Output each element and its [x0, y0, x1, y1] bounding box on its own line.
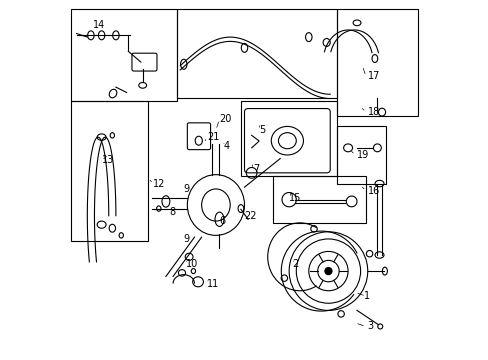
Text: 6: 6 [219, 216, 225, 226]
Text: 10: 10 [185, 259, 198, 269]
Text: 1: 1 [364, 291, 369, 301]
Bar [176, 9, 337, 98]
Bar [337, 126, 385, 184]
Text: 2: 2 [292, 259, 298, 269]
Text: 9: 9 [183, 234, 189, 244]
Text: 13: 13 [102, 156, 114, 165]
Circle shape [324, 267, 331, 275]
Text: 21: 21 [206, 132, 219, 142]
Text: 22: 22 [244, 211, 257, 221]
Bar [272, 176, 365, 223]
Text: 19: 19 [356, 150, 368, 160]
Bar [71, 9, 176, 102]
Text: 18: 18 [367, 107, 379, 117]
Text: 12: 12 [153, 179, 165, 189]
Text: 14: 14 [93, 19, 105, 30]
Text: 16: 16 [367, 186, 379, 196]
Text: 8: 8 [169, 207, 175, 217]
Text: 11: 11 [206, 279, 219, 289]
Text: 20: 20 [219, 114, 231, 124]
Text: 17: 17 [367, 71, 379, 81]
Bar [241, 102, 337, 176]
Bar [71, 102, 148, 241]
Text: 5: 5 [258, 125, 264, 135]
Text: 4: 4 [223, 141, 229, 151]
Text: 3: 3 [367, 321, 373, 332]
Bar [337, 9, 417, 116]
Text: 15: 15 [288, 193, 301, 203]
Text: 7: 7 [253, 164, 259, 174]
Text: 9: 9 [183, 184, 189, 194]
